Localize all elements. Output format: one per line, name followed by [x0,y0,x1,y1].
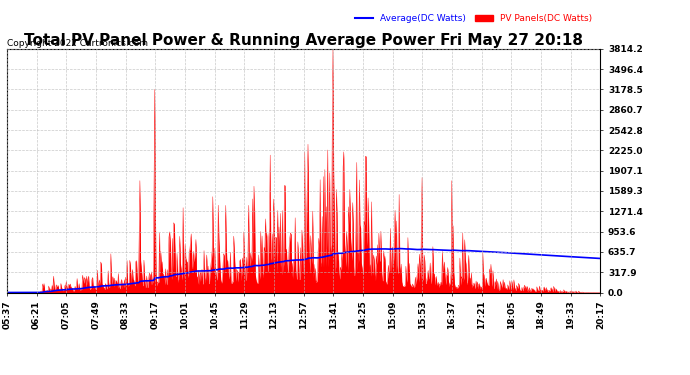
Legend: Average(DC Watts), PV Panels(DC Watts): Average(DC Watts), PV Panels(DC Watts) [351,10,595,27]
Title: Total PV Panel Power & Running Average Power Fri May 27 20:18: Total PV Panel Power & Running Average P… [24,33,583,48]
Text: Copyright 2022 Cartronics.com: Copyright 2022 Cartronics.com [7,39,148,48]
